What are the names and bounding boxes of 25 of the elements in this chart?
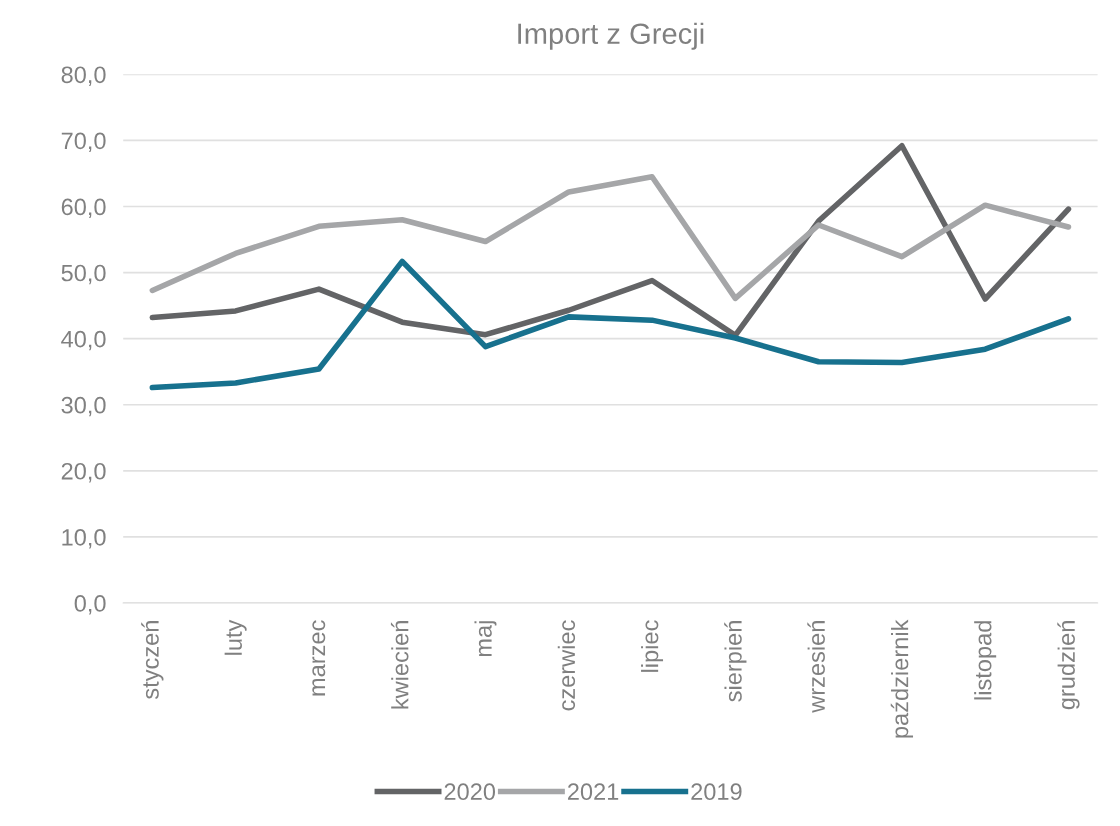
- x-tick-label: grudzień: [1057, 621, 1080, 710]
- legend-label: 2020: [444, 783, 496, 801]
- y-tick-label: 60,0: [61, 198, 106, 219]
- x-tick-label: sierpień: [724, 621, 747, 702]
- x-tick-label: czerwiec: [557, 620, 576, 711]
- y-tick-label: 80,0: [61, 66, 106, 86]
- x-tick-label: lipiec: [641, 620, 664, 672]
- x-tick-label: wrzesień: [807, 621, 825, 713]
- x-tick-label: listopad: [974, 621, 997, 700]
- x-tick-label: styczeń: [141, 621, 164, 700]
- y-tick-label: 30,0: [61, 396, 106, 417]
- legend-label: 2021: [567, 783, 619, 801]
- x-tick-label: październik: [890, 619, 914, 738]
- legend-label: 2019: [691, 783, 742, 801]
- x-tick-label: maj: [474, 621, 497, 657]
- y-tick-label: 10,0: [62, 528, 106, 549]
- x-tick-label: luty: [224, 619, 247, 655]
- y-tick-label: 40,0: [61, 330, 106, 351]
- y-tick-label: 0,0: [74, 595, 106, 615]
- y-tick-label: 70,0: [61, 132, 106, 152]
- y-tick-label: 20,0: [61, 462, 106, 483]
- x-tick-label: kwiecień: [390, 621, 409, 709]
- x-tick-label: marzec: [312, 620, 326, 696]
- chart-title: Import z Grecji: [518, 22, 704, 50]
- y-tick-label: 50,0: [61, 264, 106, 285]
